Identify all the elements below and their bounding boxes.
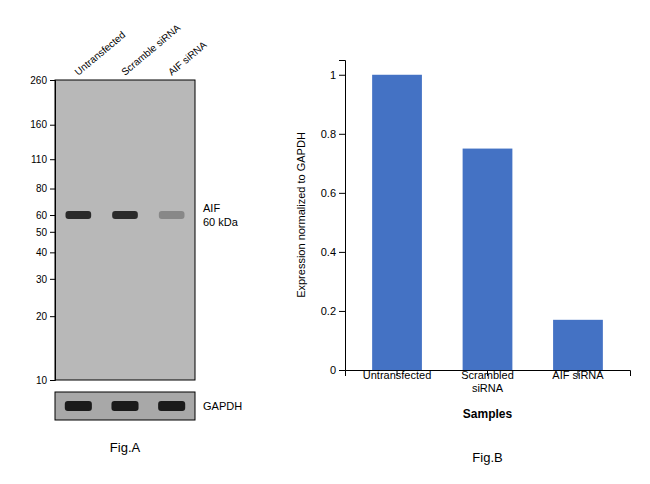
axis-line <box>339 61 346 371</box>
tick-label: 50 <box>36 227 48 238</box>
tick: 0 <box>330 364 345 376</box>
blot-bands <box>66 211 185 219</box>
tick-mark <box>50 252 55 253</box>
band <box>66 211 92 219</box>
tick-label: 0.8 <box>321 128 336 140</box>
tick-label: 260 <box>30 75 47 86</box>
tick: AIF siRNA <box>552 369 604 381</box>
annotation: 60 kDa <box>203 216 239 228</box>
bars <box>372 75 603 370</box>
tick-mark <box>50 159 55 160</box>
tick-label: 40 <box>36 247 48 258</box>
tick-mark <box>50 189 55 190</box>
tick: 0.4 <box>321 246 345 258</box>
panel-label: Fig.A <box>110 440 141 455</box>
tick: 260 <box>30 75 55 86</box>
control-bands <box>65 401 185 411</box>
tick: 110 <box>31 154 55 165</box>
band <box>65 401 92 411</box>
tick-mark <box>50 80 55 81</box>
axis-title: Samples <box>463 407 513 421</box>
tick: Untransfected <box>363 369 431 381</box>
tick-label: 0 <box>330 364 336 376</box>
mw-axis: 260 160 110 80 60 50 40 30 20 10 <box>30 75 55 386</box>
bar <box>463 149 513 370</box>
tick-label: 20 <box>36 311 48 322</box>
tick: 160 <box>30 119 55 130</box>
tick-mark <box>339 193 345 194</box>
tick-label: 60 <box>36 210 48 221</box>
tick-mark <box>339 75 345 76</box>
tick-label: 80 <box>36 183 48 194</box>
tick: 0.6 <box>321 187 345 199</box>
lane-label: AIF siRNA <box>166 39 209 78</box>
x-axis: Untransfected ScrambledsiRNA AIF siRNA <box>346 369 631 394</box>
tick: ScrambledsiRNA <box>461 369 514 394</box>
band-label: AIF <box>203 202 220 214</box>
tick-mark <box>50 380 55 381</box>
tick-mark <box>339 252 345 253</box>
tick-mark <box>339 370 345 371</box>
tick-mark <box>50 279 55 280</box>
bar <box>372 75 422 370</box>
blot-panel: 26016011080605040302010AIF60 kDaGAPDHUnt… <box>30 22 242 455</box>
y-axis: 0 0.2 0.4 0.6 0.8 1 <box>321 61 346 377</box>
tick: 10 <box>36 375 55 386</box>
axis-line <box>50 81 56 381</box>
band <box>112 211 138 219</box>
tick: 40 <box>36 247 55 258</box>
blot-membrane <box>55 80 195 380</box>
tick-label: 110 <box>31 154 47 165</box>
tick: 20 <box>36 311 55 322</box>
axis-title: Expression normalized to GAPDH <box>295 132 307 298</box>
band <box>159 211 185 219</box>
tick-mark <box>50 215 55 216</box>
panel-label: Fig.B <box>472 450 502 465</box>
tick-label: 1 <box>330 69 336 81</box>
tick-mark <box>50 316 55 317</box>
tick-mark <box>339 311 345 312</box>
tick-label: 0.2 <box>321 305 336 317</box>
tick: 30 <box>36 274 55 285</box>
tick-label: 30 <box>36 274 48 285</box>
tick-label: AIF siRNA <box>552 369 604 381</box>
tick: 1 <box>330 69 345 81</box>
band <box>158 401 185 411</box>
tick: 0.2 <box>321 305 345 317</box>
tick: 60 <box>36 210 55 221</box>
tick-label: 0.4 <box>321 246 336 258</box>
band-label: GAPDH <box>203 400 242 412</box>
tick: 50 <box>36 227 55 238</box>
tick-label: Untransfected <box>363 369 431 381</box>
tick: 0.8 <box>321 128 345 140</box>
tick-label: 160 <box>30 119 47 130</box>
tick-mark <box>339 134 345 135</box>
tick-label: 10 <box>36 375 48 386</box>
tick-label: 0.6 <box>321 187 336 199</box>
bar <box>553 320 603 370</box>
bar-panel: 0 0.2 0.4 0.6 0.8 1 Untransfected ScrambledsiRN… <box>295 61 631 466</box>
figure: 26016011080605040302010AIF60 kDaGAPDHUnt… <box>0 0 650 484</box>
tick-mark <box>50 125 55 126</box>
loading-control-strip <box>55 392 195 420</box>
band <box>111 401 138 411</box>
tick-label: ScrambledsiRNA <box>461 369 514 394</box>
tick-mark <box>50 232 55 233</box>
tick: 80 <box>36 183 55 194</box>
